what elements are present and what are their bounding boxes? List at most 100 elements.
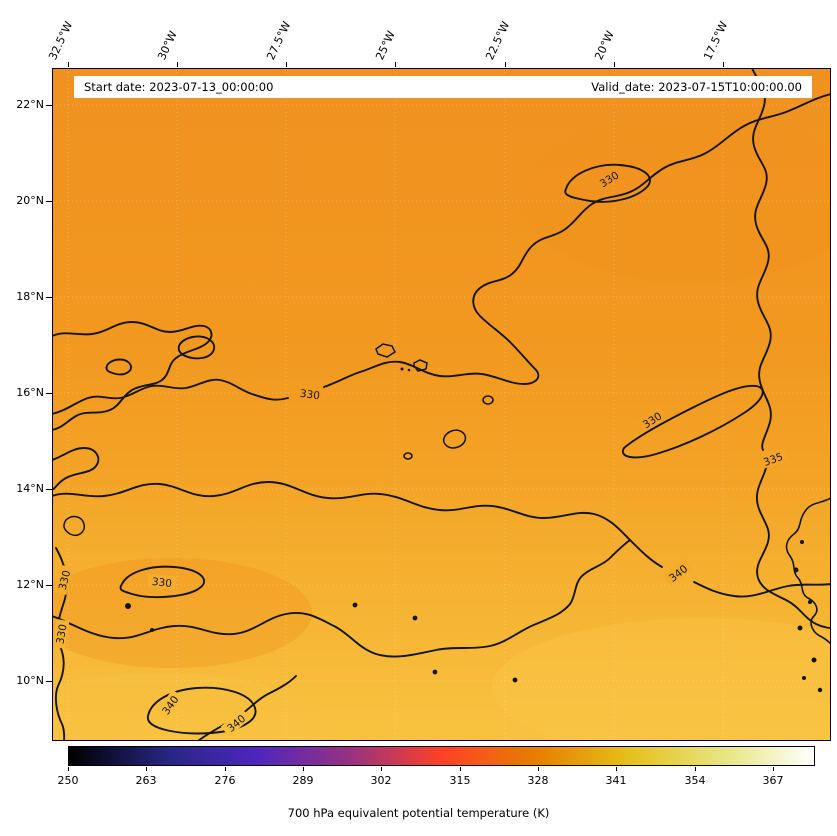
colorbar-tick-label: 276 [214, 774, 236, 787]
left-tick-mark [46, 393, 52, 394]
left-tick-mark [46, 585, 52, 586]
contour-label-text: 330 [299, 388, 321, 403]
left-tick-mark [46, 201, 52, 202]
y-axis-tick-label: 14°N [16, 482, 44, 495]
left-tick-mark [46, 297, 52, 298]
contour-label-text: 330 [151, 576, 172, 590]
y-axis-tick-label: 16°N [16, 386, 44, 399]
left-tick-mark [46, 105, 52, 106]
date-banner: Start date: 2023-07-13_00:00:00 Valid_da… [74, 76, 812, 98]
top-tick-mark [505, 62, 506, 67]
contour-label-bg [220, 708, 251, 737]
island-outline [442, 429, 467, 449]
contour-label-text: 330 [57, 569, 73, 591]
contour-label-330: 330 [51, 618, 70, 649]
y-axis-tick-label: 10°N [16, 674, 44, 687]
coast-islet [811, 657, 817, 663]
x-axis-tick-label: 27.5°W [264, 19, 294, 62]
contour-label-bg [662, 558, 693, 587]
top-tick-mark [614, 62, 615, 67]
colorbar-axis-label: 700 hPa equivalent potential temperature… [287, 806, 550, 820]
colorbar-tick-mark [225, 767, 226, 771]
top-tick-mark [723, 62, 724, 67]
x-axis-tick-label: 20°W [592, 28, 617, 62]
colorbar-tick-mark [68, 767, 69, 771]
island-dot [150, 628, 154, 632]
coast-islet [800, 540, 804, 544]
contour-label-bg [53, 564, 74, 596]
contour-label-bg [51, 618, 70, 649]
island-dot [400, 367, 404, 371]
valid-date-text: Valid_date: 2023-07-15T10:00:00.00 [591, 80, 802, 94]
y-axis-tick-label: 22°N [16, 98, 44, 111]
contour-label-text: 330 [54, 623, 69, 645]
map-frame [52, 68, 831, 741]
colorbar-tick-mark [146, 767, 147, 771]
contour-small-loop [105, 358, 132, 376]
colorbar-tick-label: 302 [370, 774, 392, 787]
colorbar-tick-mark [773, 767, 774, 771]
contour-340-line2 [51, 539, 631, 658]
coast-islet [817, 687, 823, 693]
colorbar-tick-mark [616, 767, 617, 771]
contour-label-bg [295, 385, 325, 402]
coast-islet [802, 676, 806, 680]
y-axis-tick-label: 12°N [16, 578, 44, 591]
x-axis-tick-label: 32.5°W [46, 19, 76, 62]
island-dot [407, 368, 411, 372]
contour-label-330: 330 [53, 564, 74, 596]
colorbar-tick-mark [538, 767, 539, 771]
colorbar-tick-mark [303, 767, 304, 771]
x-axis-tick-label: 17.5°W [701, 19, 731, 62]
field-shade-dark [32, 558, 312, 668]
colorbar-tick-label: 315 [449, 774, 471, 787]
start-date-text: Start date: 2023-07-13_00:00:00 [84, 80, 274, 94]
x-axis-tick-label: 25°W [373, 28, 398, 62]
colorbar-tick-mark [381, 767, 382, 771]
contour-small-loop [51, 447, 100, 491]
map-panel: 330 330 330 335 340 330 [2, 67, 837, 773]
top-tick-mark [177, 62, 178, 67]
coastline-path [785, 497, 832, 645]
coastline [785, 497, 832, 645]
left-tick-mark [46, 489, 52, 490]
contour-330-loop [564, 163, 651, 203]
contour-330-line [51, 378, 289, 415]
contour-330-lens [621, 384, 764, 459]
island-outline [482, 395, 494, 405]
contour-label-330: 330 [295, 385, 325, 403]
contour-330-tangle [51, 321, 213, 431]
island-outline [375, 343, 396, 358]
left-tick-mark [46, 681, 52, 682]
contour-label-bg [636, 406, 668, 433]
colorbar-tick-label: 263 [135, 774, 157, 787]
contour-340-partial [197, 675, 297, 742]
colorbar-tick-label: 341 [605, 774, 627, 787]
top-tick-mark [286, 62, 287, 67]
contour-label-bg [593, 165, 625, 192]
field-shade-light [492, 618, 837, 758]
island-outlines [63, 343, 494, 536]
coast-islet [797, 625, 803, 631]
contour-small-loop [177, 335, 216, 360]
island-dot [125, 603, 131, 609]
top-tick-mark [395, 62, 396, 67]
contour-340-line [693, 581, 832, 598]
colorbar-tick-label: 328 [527, 774, 549, 787]
coast-islet [808, 600, 812, 604]
island-dot [412, 615, 418, 621]
contour-335-line [756, 467, 832, 629]
island-dot [432, 669, 438, 675]
colorbar-tick-label: 250 [57, 774, 79, 787]
contour-lines [51, 67, 832, 742]
contour-330-line [323, 93, 832, 388]
contour-335-line [751, 67, 772, 451]
colorbar-tick-label: 289 [292, 774, 314, 787]
contour-label-bg [757, 447, 789, 470]
coast-islets [793, 540, 823, 693]
colorbar-tick-label: 367 [762, 774, 784, 787]
island-outline [63, 515, 86, 536]
contour-label-bg [156, 689, 183, 720]
x-axis-tick-label: 30°W [155, 28, 180, 62]
